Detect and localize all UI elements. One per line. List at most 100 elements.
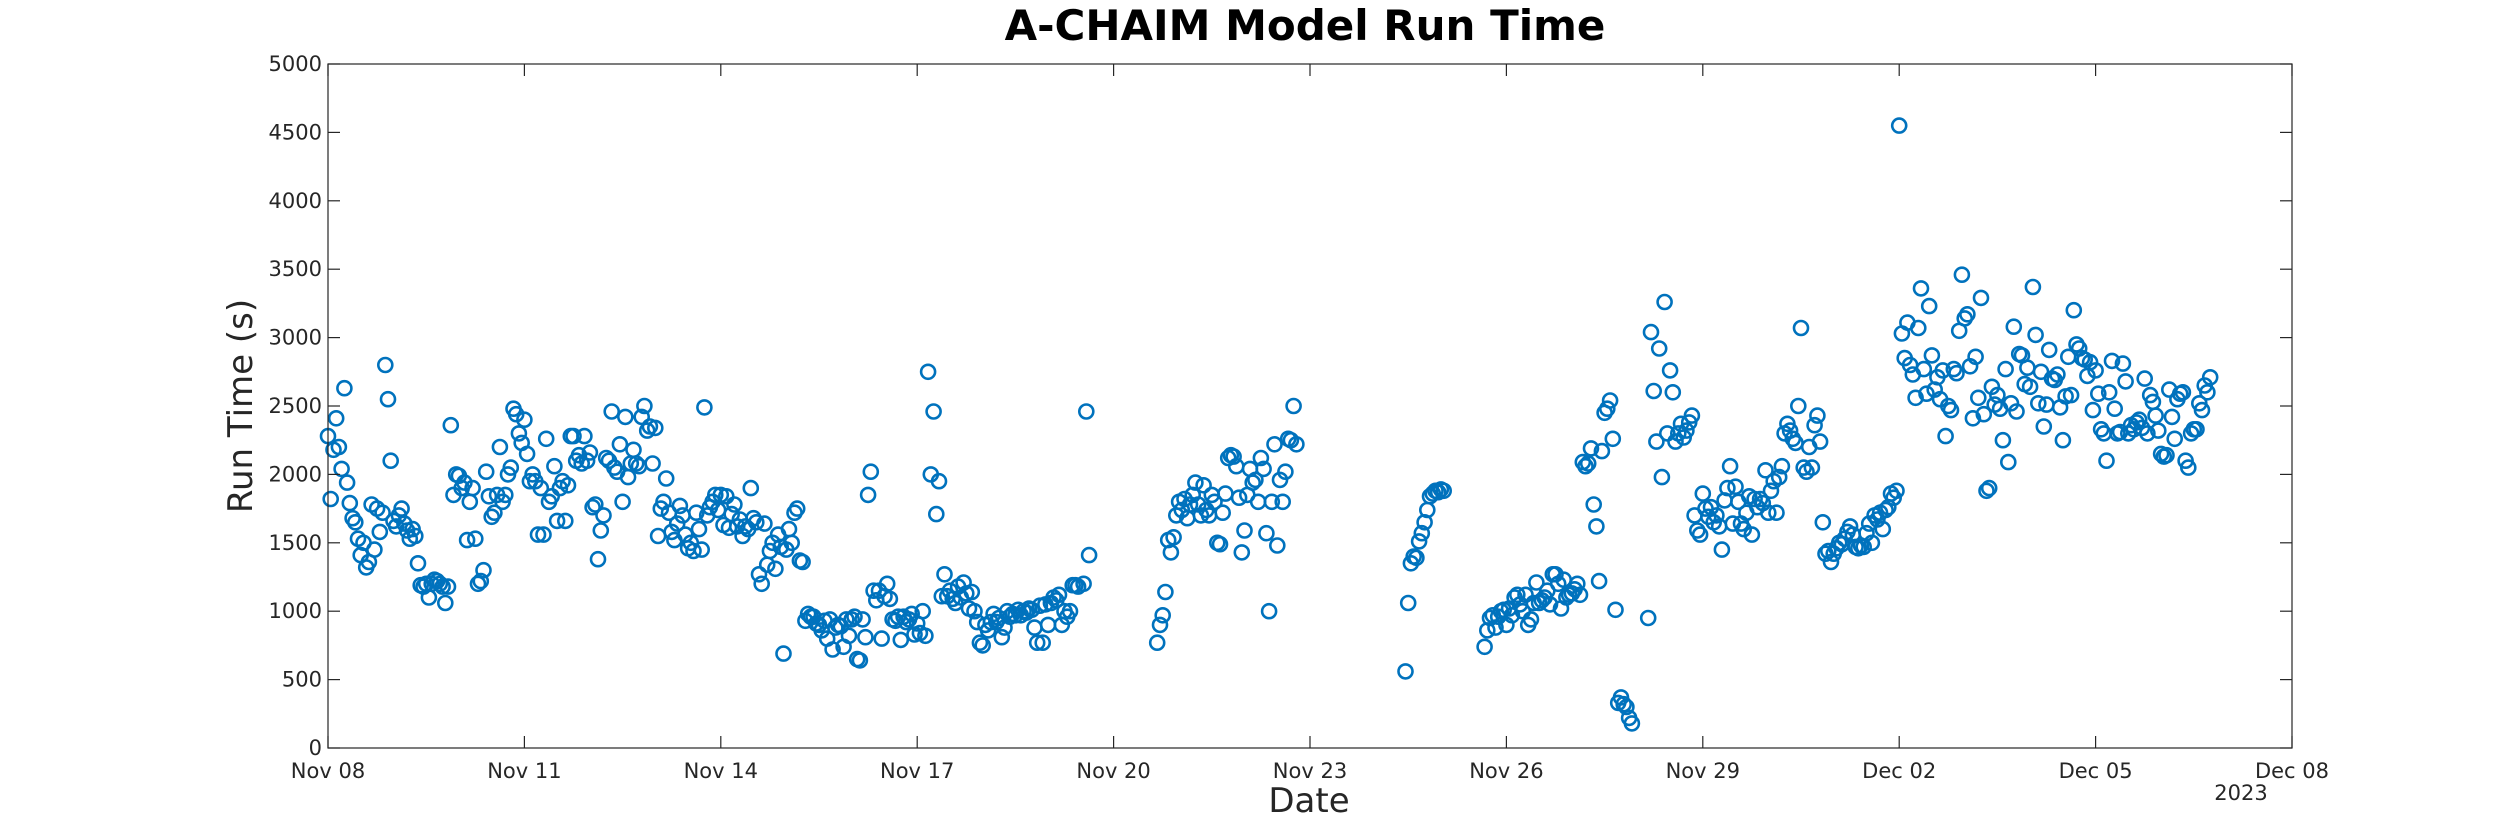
data-point bbox=[1260, 602, 1278, 620]
data-point bbox=[469, 575, 487, 593]
data-point bbox=[2008, 403, 2025, 420]
data-point bbox=[1806, 416, 1823, 434]
data-point bbox=[2103, 352, 2121, 370]
data-point bbox=[322, 490, 340, 508]
data-point bbox=[1792, 319, 1810, 337]
data-point bbox=[431, 575, 449, 593]
data-point bbox=[565, 427, 582, 445]
data-point bbox=[576, 427, 593, 445]
data-point bbox=[971, 634, 989, 652]
data-point bbox=[1173, 501, 1191, 519]
y-tick-label: 3500 bbox=[269, 257, 322, 281]
data-point bbox=[382, 452, 400, 470]
data-point bbox=[633, 408, 651, 426]
data-point bbox=[2158, 446, 2175, 464]
data-point bbox=[2193, 401, 2211, 419]
data-point bbox=[788, 500, 806, 517]
data-point bbox=[1509, 586, 1526, 604]
data-point bbox=[1061, 602, 1079, 620]
x-tick-label: Nov 20 bbox=[1076, 759, 1150, 783]
data-point bbox=[1435, 482, 1452, 500]
data-point bbox=[1263, 493, 1281, 511]
data-point bbox=[2117, 373, 2134, 390]
data-point bbox=[464, 479, 481, 497]
x-tick-label: Nov 14 bbox=[684, 759, 758, 783]
data-point bbox=[1743, 526, 1761, 543]
data-point bbox=[2180, 459, 2197, 476]
data-point bbox=[1661, 362, 1679, 379]
data-point bbox=[1907, 389, 1924, 407]
data-point bbox=[532, 479, 550, 497]
data-point bbox=[330, 438, 348, 456]
data-point bbox=[843, 611, 861, 628]
data-point bbox=[696, 399, 713, 416]
data-point bbox=[1713, 541, 1731, 558]
data-point bbox=[1978, 482, 1995, 500]
data-point bbox=[1964, 409, 1982, 427]
data-point bbox=[581, 444, 599, 461]
data-point bbox=[2027, 326, 2044, 344]
data-point bbox=[1225, 448, 1242, 465]
y-tick-label: 2000 bbox=[269, 462, 322, 486]
data-point bbox=[371, 523, 389, 541]
data-point bbox=[327, 409, 345, 427]
data-point bbox=[2081, 353, 2099, 371]
data-point bbox=[625, 441, 642, 459]
data-point bbox=[783, 534, 801, 552]
data-point bbox=[529, 526, 547, 543]
data-point bbox=[881, 590, 899, 608]
data-point bbox=[1694, 485, 1712, 502]
data-point bbox=[406, 527, 424, 545]
data-point bbox=[644, 455, 661, 472]
data-point bbox=[1970, 389, 1987, 407]
data-point bbox=[1252, 449, 1270, 467]
data-point bbox=[2000, 453, 2017, 471]
data-point bbox=[496, 486, 514, 504]
data-point bbox=[2188, 420, 2205, 438]
data-point bbox=[914, 602, 932, 620]
data-point bbox=[1244, 474, 1261, 491]
data-point bbox=[1983, 378, 2001, 396]
data-point bbox=[1236, 522, 1253, 539]
data-point bbox=[2174, 383, 2192, 401]
data-point bbox=[1148, 634, 1166, 652]
data-point bbox=[1255, 460, 1272, 478]
data-point bbox=[1746, 490, 1763, 508]
data-point bbox=[1757, 461, 1774, 479]
data-point bbox=[1590, 572, 1608, 590]
data-point bbox=[693, 541, 711, 558]
x-axis-label: Date bbox=[1268, 781, 1349, 821]
data-point bbox=[687, 504, 705, 522]
data-point bbox=[2095, 425, 2113, 442]
data-point bbox=[1050, 586, 1068, 604]
data-point bbox=[409, 554, 427, 572]
data-point bbox=[502, 459, 520, 476]
data-point bbox=[878, 575, 896, 593]
data-point bbox=[930, 472, 948, 490]
data-point bbox=[1249, 493, 1267, 511]
data-point bbox=[491, 438, 509, 456]
data-point bbox=[854, 611, 871, 628]
data-point bbox=[1768, 504, 1785, 522]
data-point bbox=[1397, 663, 1414, 680]
data-point bbox=[1230, 489, 1248, 507]
data-point bbox=[1192, 507, 1210, 524]
y-tick-label: 3000 bbox=[269, 326, 322, 350]
data-point bbox=[1577, 457, 1594, 475]
data-point bbox=[657, 470, 675, 487]
data-point bbox=[2035, 418, 2053, 435]
data-point bbox=[374, 504, 391, 522]
y-tick-label: 5000 bbox=[269, 52, 322, 76]
data-point bbox=[376, 356, 394, 374]
data-point bbox=[794, 553, 811, 571]
data-point bbox=[2005, 318, 2023, 336]
data-point bbox=[338, 474, 356, 491]
x-tick-label: Nov 11 bbox=[487, 759, 561, 783]
data-point bbox=[1719, 479, 1736, 497]
data-point bbox=[750, 565, 768, 583]
data-point bbox=[2166, 430, 2183, 448]
data-point bbox=[982, 613, 1000, 631]
data-point bbox=[1762, 482, 1780, 500]
data-point bbox=[1151, 616, 1169, 634]
